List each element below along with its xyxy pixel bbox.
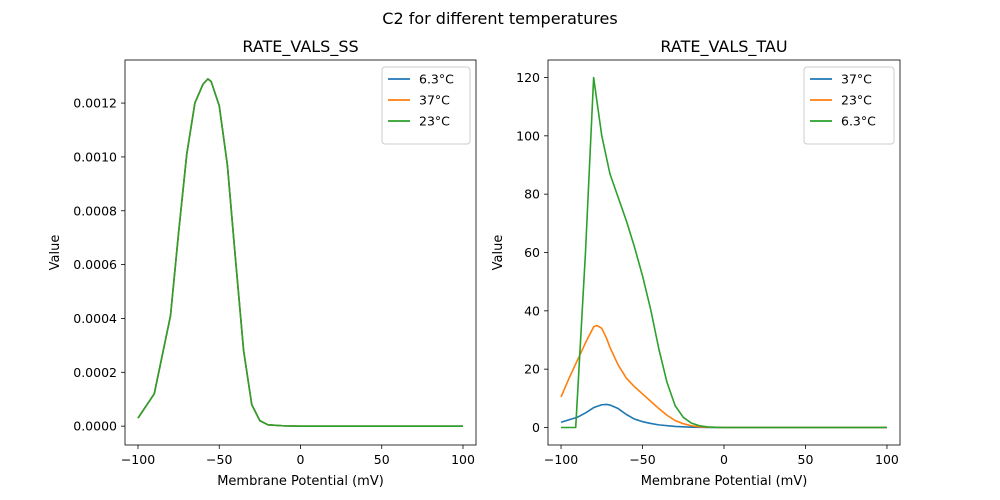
x-tick-label: 50 [798,452,814,467]
x-tick-label: −100 [544,452,578,467]
y-tick-label: 0.0002 [73,365,117,380]
plot-frame [547,59,901,446]
y-tick-label: 0 [532,420,540,435]
x-tick-label: 100 [451,452,475,467]
y-tick-label: 40 [524,303,540,318]
x-tick-label: 100 [875,452,899,467]
legend-box [381,66,471,145]
y-tick-label: 0.0000 [73,419,117,434]
legend-label: 37°C [841,72,872,87]
y-tick-label: 20 [524,362,540,377]
x-axis-label: Membrane Potential (mV) [217,474,384,489]
series-line [137,78,463,427]
chart-title: RATE_VALS_TAU [660,37,787,57]
y-axis-label: Value [491,235,506,271]
y-tick-label: 120 [516,70,540,85]
y-tick-label: 0.0006 [73,257,117,272]
y-axis-label: Value [48,235,63,271]
figure-suptitle: C2 for different temperatures [382,9,617,28]
x-axis-label: Membrane Potential (mV) [641,474,808,489]
legend-label: 23°C [419,114,450,129]
legend-label: 23°C [841,93,872,108]
legend-label: 6.3°C [419,72,454,87]
legend-label: 37°C [419,93,450,108]
y-tick-label: 60 [524,245,540,260]
y-tick-label: 0.0008 [73,203,117,218]
y-tick-label: 80 [524,187,540,202]
y-tick-label: 0.0010 [73,149,117,164]
legend: 37°C 23°C 6.3°C [803,66,895,145]
chart-panel-rate-vals-ss: RATE_VALS_SS −100 −50 0 50 100 0.0000 0.0002 0.0… [48,37,477,489]
x-tick-label: 0 [297,452,305,467]
y-tick-label: 0.0012 [73,96,117,111]
legend-box [803,66,895,145]
y-tick-label: 0.0004 [73,311,117,326]
chart-title: RATE_VALS_SS [242,37,358,57]
plot-frame [124,59,477,446]
y-tick-label: 100 [516,128,540,143]
legend-label: 6.3°C [841,114,876,129]
series-line [560,324,887,429]
x-tick-label: −50 [629,452,655,467]
chart-panel-rate-vals-tau: RATE_VALS_TAU −100 −50 0 50 100 0 20 40 60 80 100 12… [491,37,901,489]
series-line [561,76,887,429]
x-tick-label: −100 [121,452,155,467]
x-tick-label: 0 [720,452,728,467]
legend: 6.3°C 37°C 23°C [381,66,471,145]
x-tick-label: 50 [374,452,390,467]
x-tick-label: −50 [206,452,232,467]
